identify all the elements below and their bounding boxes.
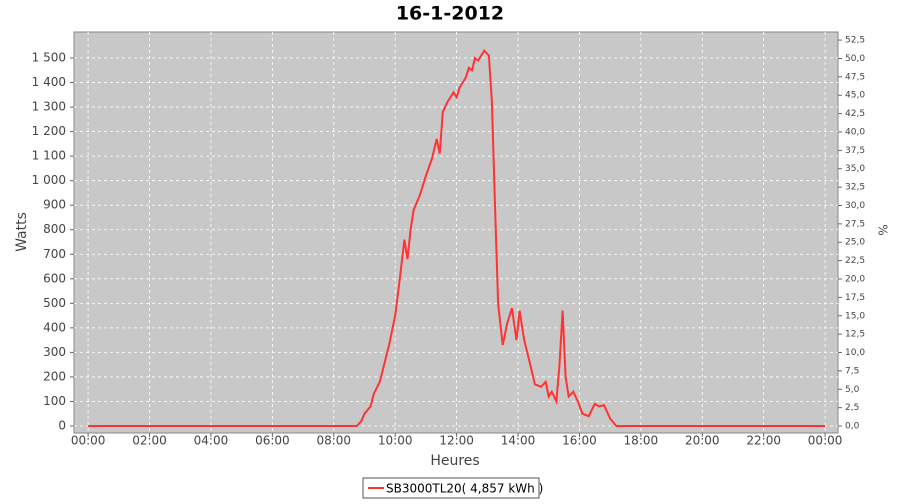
x-axis-label: Heures [430, 453, 479, 469]
y-tick-label: 200 [43, 369, 66, 383]
x-tick-label: 12:00 [439, 434, 474, 448]
y-tick-label: 1 400 [32, 75, 66, 89]
x-tick-label: 18:00 [624, 434, 659, 448]
chart-title: 16-1-2012 [396, 3, 504, 25]
y2-tick-label: 20,0 [845, 274, 865, 284]
x-tick-label: 08:00 [316, 434, 351, 448]
data-line [88, 48, 826, 427]
x-tick-label: 06:00 [255, 434, 290, 448]
y2-tick-label: 5,0 [845, 385, 860, 395]
y-tick-label: 1 500 [32, 51, 66, 65]
y2-tick-label: 50,0 [845, 54, 865, 64]
y-tick-label: 700 [43, 247, 66, 261]
y2-tick-label: 30,0 [845, 201, 865, 211]
y-tick-label: 1 100 [32, 149, 66, 163]
y2-tick-label: 0,0 [845, 422, 860, 432]
y-tick-label: 1 000 [32, 173, 66, 187]
y2-tick-label: 25,0 [845, 238, 865, 248]
y2-tick-label: 35,0 [845, 164, 865, 174]
x-tick-label: 00:00 [71, 434, 106, 448]
x-tick-label: 10:00 [378, 434, 413, 448]
y2-tick-label: 32,5 [845, 183, 865, 193]
legend-label: SB3000TL20( 4,857 kWh ) [386, 482, 543, 496]
y2-tick-label: 37,5 [845, 146, 865, 156]
legend [362, 477, 540, 499]
y2-tick-label: 27,5 [845, 219, 865, 229]
y-tick-label: 0 [58, 419, 66, 433]
y2-tick-label: 42,5 [845, 109, 865, 119]
y2-axis-label: % [876, 224, 890, 235]
y-tick-label: 300 [43, 345, 66, 359]
x-tick-label: 02:00 [132, 434, 167, 448]
y2-tick-label: 40,0 [845, 127, 865, 137]
y-tick-label: 100 [43, 394, 66, 408]
y2-tick-label: 10,0 [845, 348, 865, 358]
x-tick-label: 16:00 [562, 434, 597, 448]
y2-tick-label: 45,0 [845, 91, 865, 101]
y-tick-label: 1 200 [32, 124, 66, 138]
y-tick-label: 1 300 [32, 100, 66, 114]
x-tick-label: 14:00 [501, 434, 536, 448]
y-tick-label: 400 [43, 320, 66, 334]
x-tick-label: 00:00 [808, 434, 843, 448]
y-tick-label: 500 [43, 296, 66, 310]
x-tick-label: 22:00 [746, 434, 781, 448]
plot-area [73, 31, 839, 434]
x-tick-label: 04:00 [194, 434, 229, 448]
y-tick-label: 600 [43, 271, 66, 285]
y2-tick-label: 2,5 [845, 403, 859, 413]
y2-tick-label: 15,0 [845, 311, 865, 321]
y2-tick-label: 17,5 [845, 293, 865, 303]
x-tick-label: 20:00 [685, 434, 720, 448]
y-axis-label: Watts [14, 212, 30, 252]
y2-tick-label: 7,5 [845, 366, 859, 376]
y2-tick-label: 47,5 [845, 72, 865, 82]
y-tick-label: 800 [43, 222, 66, 236]
y2-tick-label: 12,5 [845, 330, 865, 340]
y2-tick-label: 52,5 [845, 36, 865, 46]
y-tick-label: 900 [43, 198, 66, 212]
y2-tick-label: 22,5 [845, 256, 865, 266]
